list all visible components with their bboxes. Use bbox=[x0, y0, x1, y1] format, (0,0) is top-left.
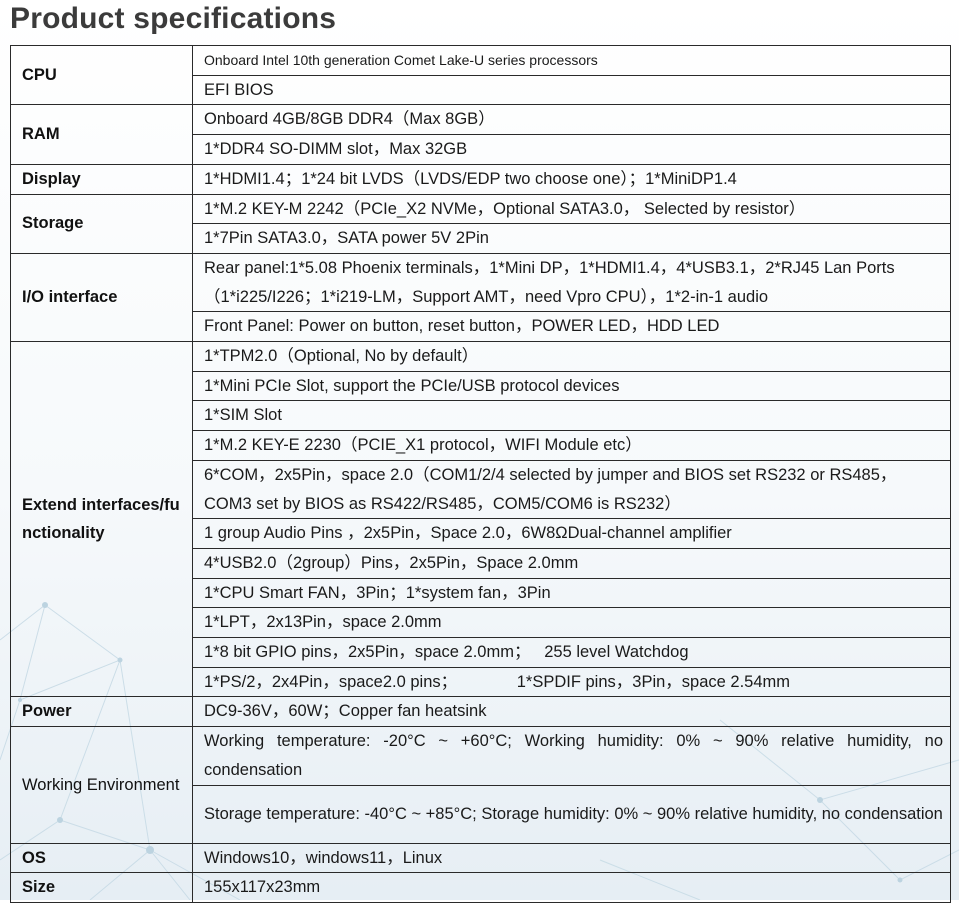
size-value-1: 155x117x23mm bbox=[192, 872, 951, 903]
environment-value-2: Storage temperature: -40°C ~ +85°C; Stor… bbox=[192, 784, 951, 844]
environment-value-1: Working temperature: -20°C ~ +60°C; Work… bbox=[192, 726, 951, 786]
row-label-working-environment: Working Environment bbox=[10, 726, 193, 844]
extend-value-3: 1*SIM Slot bbox=[192, 400, 951, 432]
table-row: I/O interface Rear panel:1*5.08 Phoenix … bbox=[10, 252, 951, 343]
storage-value-1: 1*M.2 KEY-M 2242（PCIe_X2 NVMe，Optional S… bbox=[192, 193, 951, 225]
row-label-display: Display bbox=[10, 163, 193, 195]
extend-value-10: 1*8 bit GPIO pins，2x5Pin，space 2.0mm； 25… bbox=[192, 637, 951, 668]
extend-value-4: 1*M.2 KEY-E 2230（PCIE_X1 protocol，WIFI M… bbox=[192, 430, 951, 461]
ram-value-2: 1*DDR4 SO-DIMM slot，Max 32GB bbox=[192, 134, 951, 165]
cpu-value-2: EFI BIOS bbox=[192, 74, 951, 106]
table-row: OS Windows10，windows11，Linux bbox=[10, 842, 951, 874]
table-row: Storage 1*M.2 KEY-M 2242（PCIe_X2 NVMe，Op… bbox=[10, 193, 951, 254]
table-row: RAM Onboard 4GB/8GB DDR4（Max 8GB） bbox=[10, 104, 951, 165]
row-label-os: OS bbox=[10, 842, 193, 874]
extend-value-7: 4*USB2.0（2group）Pins，2x5Pin，Space 2.0mm bbox=[192, 547, 951, 579]
table-row: CPU Onboard Intel 10th generation Comet … bbox=[10, 44, 951, 106]
table-row: Power DC9-36V，60W；Copper fan heatsink bbox=[10, 696, 951, 728]
power-value-1: DC9-36V，60W；Copper fan heatsink bbox=[192, 696, 951, 728]
io-value-2: Front Panel: Power on button, reset butt… bbox=[192, 311, 951, 343]
row-label-storage: Storage bbox=[10, 193, 193, 254]
table-row: Size 155x117x23mm bbox=[10, 872, 951, 903]
row-label-io-interface: I/O interface bbox=[10, 252, 193, 343]
extend-value-1: 1*TPM2.0（Optional, No by default） bbox=[192, 341, 951, 372]
table-row: Extend interfaces/functionality 1*TPM2.0… bbox=[10, 341, 951, 698]
extend-value-8: 1*CPU Smart FAN，3Pin；1*system fan，3Pin bbox=[192, 577, 951, 609]
io-value-1: Rear panel:1*5.08 Phoenix terminals，1*Mi… bbox=[192, 252, 951, 313]
table-row: Display 1*HDMI1.4；1*24 bit LVDS（LVDS/EDP… bbox=[10, 163, 951, 195]
row-label-extend-interfaces: Extend interfaces/functionality bbox=[10, 341, 193, 698]
page-title: Product specifications bbox=[10, 2, 337, 35]
extend-value-9: 1*LPT，2x13Pin，space 2.0mm bbox=[192, 607, 951, 639]
row-label-size: Size bbox=[10, 872, 193, 903]
table-row: Working Environment Working temperature:… bbox=[10, 726, 951, 844]
os-value-1: Windows10，windows11，Linux bbox=[192, 842, 951, 874]
extend-value-5: 6*COM，2x5Pin，space 2.0（COM1/2/4 selected… bbox=[192, 459, 951, 520]
storage-value-2: 1*7Pin SATA3.0，SATA power 5V 2Pin bbox=[192, 223, 951, 254]
extend-value-6: 1 group Audio Pins ，2x5Pin，Space 2.0，6W8… bbox=[192, 518, 951, 549]
extend-value-11: 1*PS/2，2x4Pin，space2.0 pins； 1*SPDIF pin… bbox=[192, 666, 951, 698]
cpu-value-1: Onboard Intel 10th generation Comet Lake… bbox=[192, 45, 951, 76]
row-label-ram: RAM bbox=[10, 104, 193, 165]
spec-table: CPU Onboard Intel 10th generation Comet … bbox=[10, 44, 951, 903]
extend-value-2: 1*Mini PCIe Slot, support the PCIe/USB p… bbox=[192, 370, 951, 402]
ram-value-1: Onboard 4GB/8GB DDR4（Max 8GB） bbox=[192, 104, 951, 136]
row-label-power: Power bbox=[10, 696, 193, 728]
display-value-1: 1*HDMI1.4；1*24 bit LVDS（LVDS/EDP two cho… bbox=[192, 163, 951, 195]
row-label-cpu: CPU bbox=[10, 44, 193, 106]
